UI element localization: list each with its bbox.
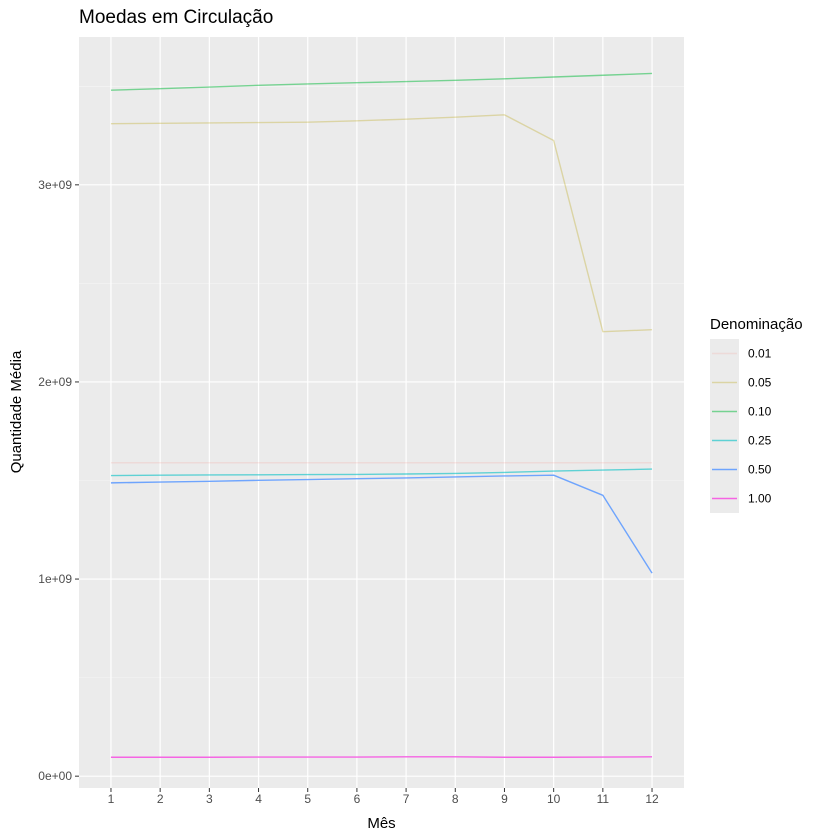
y-tick-label: 2e+09 bbox=[38, 375, 72, 389]
x-tick-label: 11 bbox=[597, 792, 610, 806]
legend-key-background bbox=[710, 339, 739, 513]
series-line-0.05 bbox=[110, 114, 653, 333]
grid-minor bbox=[79, 85, 684, 678]
legend-label-0.01: 0.01 bbox=[748, 347, 772, 361]
x-tick-label: 3 bbox=[206, 792, 213, 806]
x-axis: 1 2 3 4 5 6 7 8 9 10 11 12 bbox=[108, 788, 659, 806]
y-axis: 0e+00 1e+09 2e+09 3e+09 bbox=[38, 178, 79, 783]
legend-label-0.50: 0.50 bbox=[748, 463, 772, 477]
x-axis-title: Mês bbox=[367, 815, 395, 832]
y-tick-label: 0e+00 bbox=[38, 769, 72, 783]
legend-label-0.25: 0.25 bbox=[748, 434, 772, 448]
x-tick-label: 9 bbox=[501, 792, 508, 806]
grid-major bbox=[79, 37, 684, 788]
legend: Denominação 0.01 0.05 0.10 0.25 0.50 1.00 bbox=[710, 316, 803, 513]
series-line-0.50 bbox=[110, 474, 653, 574]
x-tick-label: 10 bbox=[547, 792, 561, 806]
y-axis-title: Quantidade Média bbox=[8, 350, 25, 473]
series-line-0.25 bbox=[110, 468, 653, 477]
x-tick-label: 4 bbox=[255, 792, 262, 806]
legend-label-0.10: 0.10 bbox=[748, 405, 772, 419]
series-lines bbox=[110, 72, 653, 758]
legend-title: Denominação bbox=[710, 316, 803, 333]
legend-items: 0.01 0.05 0.10 0.25 0.50 1.00 bbox=[712, 347, 772, 506]
legend-label-1.00: 1.00 bbox=[748, 492, 772, 506]
x-tick-label: 7 bbox=[403, 792, 410, 806]
series-line-0.10 bbox=[110, 72, 653, 91]
x-tick-label: 6 bbox=[354, 792, 361, 806]
chart-title: Moedas em Circulação bbox=[79, 7, 273, 28]
x-tick-label: 8 bbox=[452, 792, 459, 806]
y-tick-label: 3e+09 bbox=[38, 178, 72, 192]
x-tick-label: 5 bbox=[304, 792, 311, 806]
plot-panel bbox=[79, 37, 684, 788]
x-tick-label: 2 bbox=[157, 792, 164, 806]
y-tick-label: 1e+09 bbox=[38, 572, 72, 586]
x-tick-label: 12 bbox=[645, 792, 659, 806]
x-tick-label: 1 bbox=[108, 792, 115, 806]
legend-label-0.05: 0.05 bbox=[748, 376, 772, 390]
